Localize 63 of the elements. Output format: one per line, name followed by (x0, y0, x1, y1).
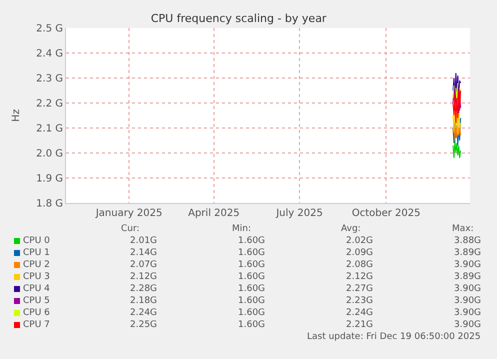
y-tick-label: 1.9 G (36, 174, 63, 184)
text: Min: (232, 224, 252, 234)
text: 3.90G (454, 296, 482, 306)
x-tick-label: April 2025 (188, 208, 240, 219)
text: Cur: (121, 224, 140, 234)
text: 2.24G (346, 308, 374, 318)
line-series (452, 85, 462, 114)
text: 3.90G (454, 284, 482, 294)
legend-label: CPU 2 (23, 260, 50, 270)
text: 1.60G (238, 296, 266, 306)
legend-label: CPU 7 (23, 320, 50, 330)
y-tick-label: 2.3 G (36, 74, 63, 84)
text: 3.89G (454, 272, 482, 282)
text: 2.28G (130, 284, 158, 294)
legend-label: CPU 6 (23, 308, 50, 318)
line-series (452, 118, 462, 146)
text: 1.60G (238, 272, 266, 282)
text: 2.12G (130, 272, 158, 282)
text: 2.25G (130, 320, 158, 330)
y-tick-label: 2.2 G (36, 98, 63, 110)
y-tick-label: 2.0 G (36, 148, 63, 160)
text: 2.08G (346, 260, 374, 270)
text: 1.60G (238, 260, 266, 270)
text: 2.21G (346, 320, 374, 330)
legend-label: CPU 3 (23, 272, 50, 282)
text: Max: (452, 224, 474, 234)
y-tick-label: 2.1 G (36, 124, 63, 134)
text: 2.24G (130, 308, 158, 318)
text: 2.01G (130, 236, 158, 246)
text: Avg: (341, 224, 361, 234)
text: 2.12G (346, 272, 374, 282)
text: 3.90G (454, 308, 482, 318)
text: 2.14G (130, 248, 158, 258)
legend-label: CPU 5 (23, 296, 50, 306)
text: 1.60G (238, 284, 266, 294)
text: 1.60G (238, 236, 266, 246)
text: 3.90G (454, 260, 482, 270)
line-series (452, 140, 462, 158)
text: 2.18G (130, 296, 158, 306)
text: 1.60G (238, 320, 266, 330)
text: 3.88G (454, 236, 482, 246)
text: 1.60G (238, 248, 266, 258)
x-tick-label: January 2025 (94, 208, 162, 219)
y-tick-label: 1.8 G (36, 198, 63, 210)
y-tick-label: 2.5 G (36, 24, 63, 34)
x-tick-label: July 2025 (275, 208, 323, 219)
legend-label: CPU 0 (23, 236, 50, 246)
text: 2.09G (346, 248, 374, 258)
y-axis-title: Hz (11, 109, 22, 122)
line-series (452, 90, 462, 124)
text: 2.02G (346, 236, 374, 246)
x-tick-label: October 2025 (352, 208, 421, 219)
text: Last update: Fri Dec 19 06:50:00 2025 (307, 332, 481, 342)
text: 3.90G (454, 320, 482, 330)
text: 3.89G (454, 248, 482, 258)
chart-title: CPU frequency scaling - by year (150, 12, 327, 25)
text: 1.60G (238, 308, 266, 318)
text: 2.27G (346, 284, 374, 294)
text: 2.07G (130, 260, 158, 270)
legend-label: CPU 1 (23, 248, 50, 258)
legend-label: CPU 4 (23, 284, 50, 294)
text: 2.23G (346, 296, 374, 306)
y-tick-label: 2.4 G (36, 48, 63, 60)
